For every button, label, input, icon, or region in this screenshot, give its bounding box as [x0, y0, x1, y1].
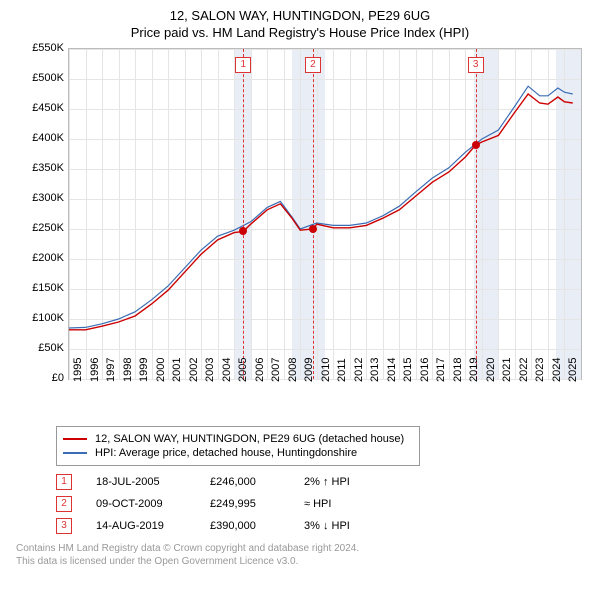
- legend-item: HPI: Average price, detached house, Hunt…: [63, 447, 413, 459]
- x-tick-label: 2025: [567, 358, 600, 382]
- event-marker-inline: 2: [56, 496, 72, 512]
- footer-line2: This data is licensed under the Open Gov…: [16, 555, 592, 568]
- chart-box: 1 2 3 £0 £50K £100K £150K £200K £250K £300K £350K…: [20, 48, 580, 418]
- y-tick-label: £150K: [20, 282, 64, 294]
- event-marker-inline: 3: [56, 518, 72, 534]
- event-row: 3 14-AUG-2019 £390,000 3% ↓ HPI: [56, 518, 556, 534]
- y-tick-label: £350K: [20, 162, 64, 174]
- series-line: [69, 94, 573, 330]
- y-tick-label: £250K: [20, 222, 64, 234]
- legend-swatch: [63, 438, 87, 440]
- event-row: 2 09-OCT-2009 £249,995 ≈ HPI: [56, 496, 556, 512]
- event-marker: 3: [468, 57, 484, 73]
- event-dot: [472, 141, 480, 149]
- event-line: [476, 49, 477, 379]
- chart-subtitle: Price paid vs. HM Land Registry's House …: [8, 25, 592, 40]
- event-date: 14-AUG-2019: [96, 520, 186, 532]
- legend-label: 12, SALON WAY, HUNTINGDON, PE29 6UG (det…: [95, 433, 404, 445]
- event-dot: [239, 227, 247, 235]
- footer-line1: Contains HM Land Registry data © Crown c…: [16, 542, 592, 555]
- event-price: £390,000: [210, 520, 280, 532]
- legend: 12, SALON WAY, HUNTINGDON, PE29 6UG (det…: [56, 426, 420, 466]
- event-date: 18-JUL-2005: [96, 476, 186, 488]
- y-tick-label: £0: [20, 372, 64, 384]
- events-table: 1 18-JUL-2005 £246,000 2% ↑ HPI 2 09-OCT-2009…: [56, 474, 556, 534]
- y-tick-label: £400K: [20, 132, 64, 144]
- event-pct: 2% ↑ HPI: [304, 476, 384, 488]
- event-dot: [309, 225, 317, 233]
- y-tick-label: £450K: [20, 102, 64, 114]
- line-svg: [69, 49, 581, 379]
- event-pct: 3% ↓ HPI: [304, 520, 384, 532]
- y-tick-label: £550K: [20, 42, 64, 54]
- event-date: 09-OCT-2009: [96, 498, 186, 510]
- event-line: [313, 49, 314, 379]
- y-tick-label: £100K: [20, 312, 64, 324]
- event-marker: 1: [235, 57, 251, 73]
- chart-title: 12, SALON WAY, HUNTINGDON, PE29 6UG: [8, 8, 592, 23]
- event-price: £246,000: [210, 476, 280, 488]
- title-block: 12, SALON WAY, HUNTINGDON, PE29 6UG Pric…: [8, 8, 592, 40]
- legend-label: HPI: Average price, detached house, Hunt…: [95, 447, 357, 459]
- series-line: [69, 86, 573, 328]
- footer-attribution: Contains HM Land Registry data © Crown c…: [16, 542, 592, 568]
- y-tick-label: £200K: [20, 252, 64, 264]
- legend-swatch: [63, 452, 87, 454]
- event-pct: ≈ HPI: [304, 498, 384, 510]
- event-marker-inline: 1: [56, 474, 72, 490]
- y-tick-label: £300K: [20, 192, 64, 204]
- event-line: [243, 49, 244, 379]
- event-row: 1 18-JUL-2005 £246,000 2% ↑ HPI: [56, 474, 556, 490]
- plot-area: 1 2 3: [68, 48, 582, 380]
- y-tick-label: £500K: [20, 72, 64, 84]
- chart-container: 12, SALON WAY, HUNTINGDON, PE29 6UG Pric…: [8, 8, 592, 568]
- y-tick-label: £50K: [20, 342, 64, 354]
- event-marker: 2: [305, 57, 321, 73]
- legend-item: 12, SALON WAY, HUNTINGDON, PE29 6UG (det…: [63, 433, 413, 445]
- event-price: £249,995: [210, 498, 280, 510]
